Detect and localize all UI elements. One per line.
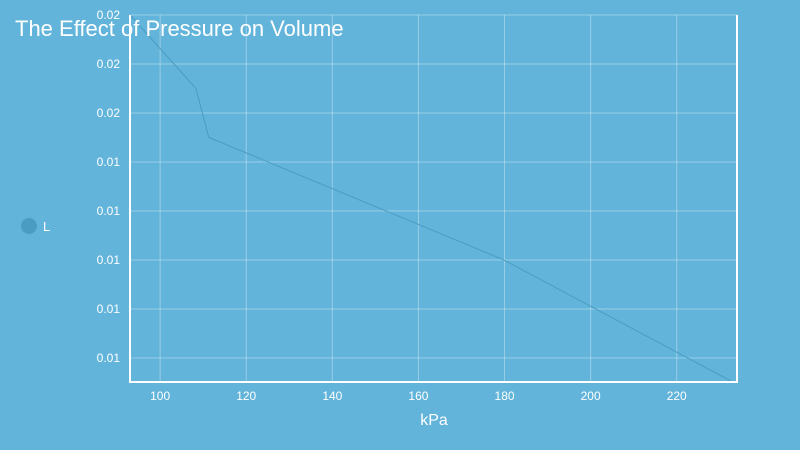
legend-marker-icon xyxy=(21,218,37,234)
y-tick-label: 0.02 xyxy=(97,8,121,22)
legend-label: L xyxy=(43,218,51,234)
x-tick-label: 220 xyxy=(667,389,687,403)
x-tick-label: 100 xyxy=(150,389,170,403)
y-tick-label: 0.01 xyxy=(97,253,121,267)
x-tick-label: 120 xyxy=(236,389,256,403)
x-tick-label: 180 xyxy=(495,389,515,403)
y-tick-label: 0.01 xyxy=(97,351,121,365)
series-line xyxy=(129,14,733,383)
y-tick-label: 0.01 xyxy=(97,155,121,169)
chart-title: The Effect of Pressure on Volume xyxy=(15,16,344,41)
legend-item[interactable]: L xyxy=(21,218,50,234)
x-tick-label: 140 xyxy=(322,389,342,403)
y-tick-label: 0.02 xyxy=(97,57,121,71)
y-tick-label: 0.01 xyxy=(97,302,121,316)
y-tick-label: 0.01 xyxy=(97,204,121,218)
y-tick-label: 0.02 xyxy=(97,106,121,120)
x-axis-label: kPa xyxy=(420,412,448,429)
x-tick-label: 160 xyxy=(408,389,428,403)
x-tick-label: 200 xyxy=(581,389,601,403)
